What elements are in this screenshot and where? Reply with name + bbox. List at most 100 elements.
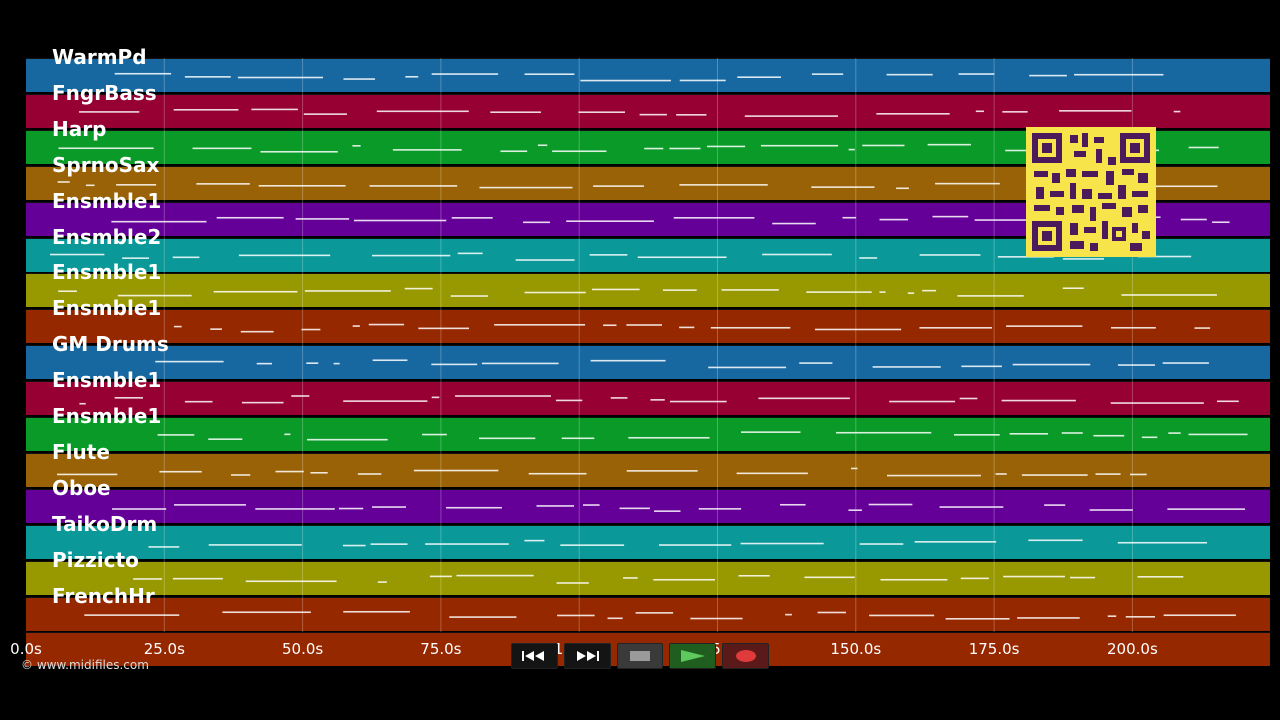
track-label: Ensmble2 <box>52 224 162 249</box>
track-label: Oboe <box>52 475 111 500</box>
note <box>1212 221 1230 224</box>
note <box>422 433 447 436</box>
note <box>148 546 180 548</box>
note <box>481 362 559 365</box>
note <box>1002 111 1028 113</box>
note <box>1141 436 1158 439</box>
note <box>848 148 855 151</box>
note <box>1117 364 1155 366</box>
note <box>552 150 607 153</box>
fast-forward-button[interactable] <box>563 643 611 669</box>
note <box>536 505 575 507</box>
note <box>173 108 239 111</box>
note <box>222 611 311 614</box>
note <box>804 576 855 579</box>
note <box>524 539 545 542</box>
note <box>1129 473 1147 476</box>
note <box>653 578 716 581</box>
note <box>639 113 667 116</box>
note <box>372 254 451 257</box>
track-label: Ensmble1 <box>52 368 162 393</box>
note <box>291 395 310 397</box>
note <box>593 185 644 187</box>
note <box>997 256 1054 258</box>
stop-button[interactable] <box>616 643 664 669</box>
note <box>213 290 298 293</box>
note <box>515 259 575 261</box>
note <box>79 111 140 113</box>
note <box>879 218 909 221</box>
note <box>368 323 405 326</box>
track-lane[interactable] <box>26 417 1270 453</box>
note <box>1029 74 1067 77</box>
note <box>85 184 95 187</box>
note <box>451 217 493 219</box>
track-lane[interactable] <box>26 309 1270 346</box>
note <box>927 143 971 146</box>
note <box>758 397 850 400</box>
note <box>1089 509 1133 511</box>
note <box>372 506 407 508</box>
note <box>589 254 628 256</box>
note <box>523 221 550 224</box>
note <box>1107 615 1117 617</box>
note <box>626 470 698 472</box>
note <box>537 144 548 147</box>
note <box>111 508 167 510</box>
note <box>772 222 816 225</box>
play-button[interactable] <box>669 643 717 669</box>
note <box>919 254 981 256</box>
note <box>708 366 787 369</box>
note <box>216 216 284 219</box>
track-lane[interactable] <box>26 524 1270 561</box>
note <box>196 183 250 185</box>
note <box>679 326 695 329</box>
note <box>814 328 902 331</box>
note <box>431 396 440 399</box>
track-lane[interactable] <box>26 488 1270 525</box>
note <box>806 291 872 293</box>
note <box>654 510 681 512</box>
note <box>1093 434 1125 437</box>
note <box>1062 287 1084 290</box>
note <box>450 295 488 297</box>
note <box>1168 432 1181 434</box>
track-lane[interactable] <box>26 273 1270 310</box>
note <box>637 256 727 259</box>
note <box>995 473 1007 475</box>
note <box>907 292 915 294</box>
time-tick-label: 200.0s <box>1107 640 1158 658</box>
note <box>352 145 361 147</box>
track-label: Pizzicto <box>52 547 139 572</box>
note <box>208 438 243 440</box>
note <box>591 288 640 291</box>
track-label: Ensmble1 <box>52 296 162 321</box>
note-overlay <box>50 58 1248 632</box>
note <box>1194 327 1211 329</box>
record-button[interactable] <box>722 643 769 669</box>
note <box>357 473 382 475</box>
note <box>174 504 246 506</box>
note <box>457 252 483 255</box>
note <box>583 504 600 506</box>
note <box>669 147 701 150</box>
note <box>868 503 913 506</box>
note <box>260 150 338 153</box>
track-lane[interactable] <box>26 596 1270 633</box>
track-lane[interactable] <box>26 381 1270 418</box>
track-lane[interactable] <box>26 560 1270 597</box>
note <box>231 474 251 476</box>
rewind-button[interactable] <box>511 643 558 669</box>
note <box>644 147 664 150</box>
note <box>957 295 1024 297</box>
note <box>56 473 118 476</box>
note <box>114 397 143 399</box>
note <box>58 147 154 150</box>
track-lane[interactable] <box>26 93 1270 130</box>
note <box>456 574 534 577</box>
track-lane[interactable] <box>26 345 1270 382</box>
note <box>935 182 1000 185</box>
note <box>566 220 654 222</box>
note <box>114 72 172 75</box>
note <box>301 328 321 331</box>
